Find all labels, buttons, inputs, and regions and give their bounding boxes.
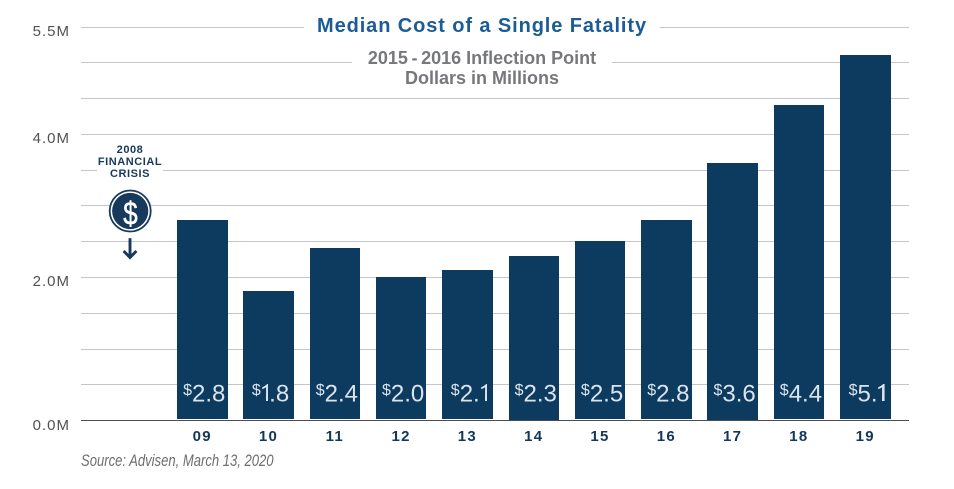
svg-text:$: $ bbox=[123, 197, 137, 232]
